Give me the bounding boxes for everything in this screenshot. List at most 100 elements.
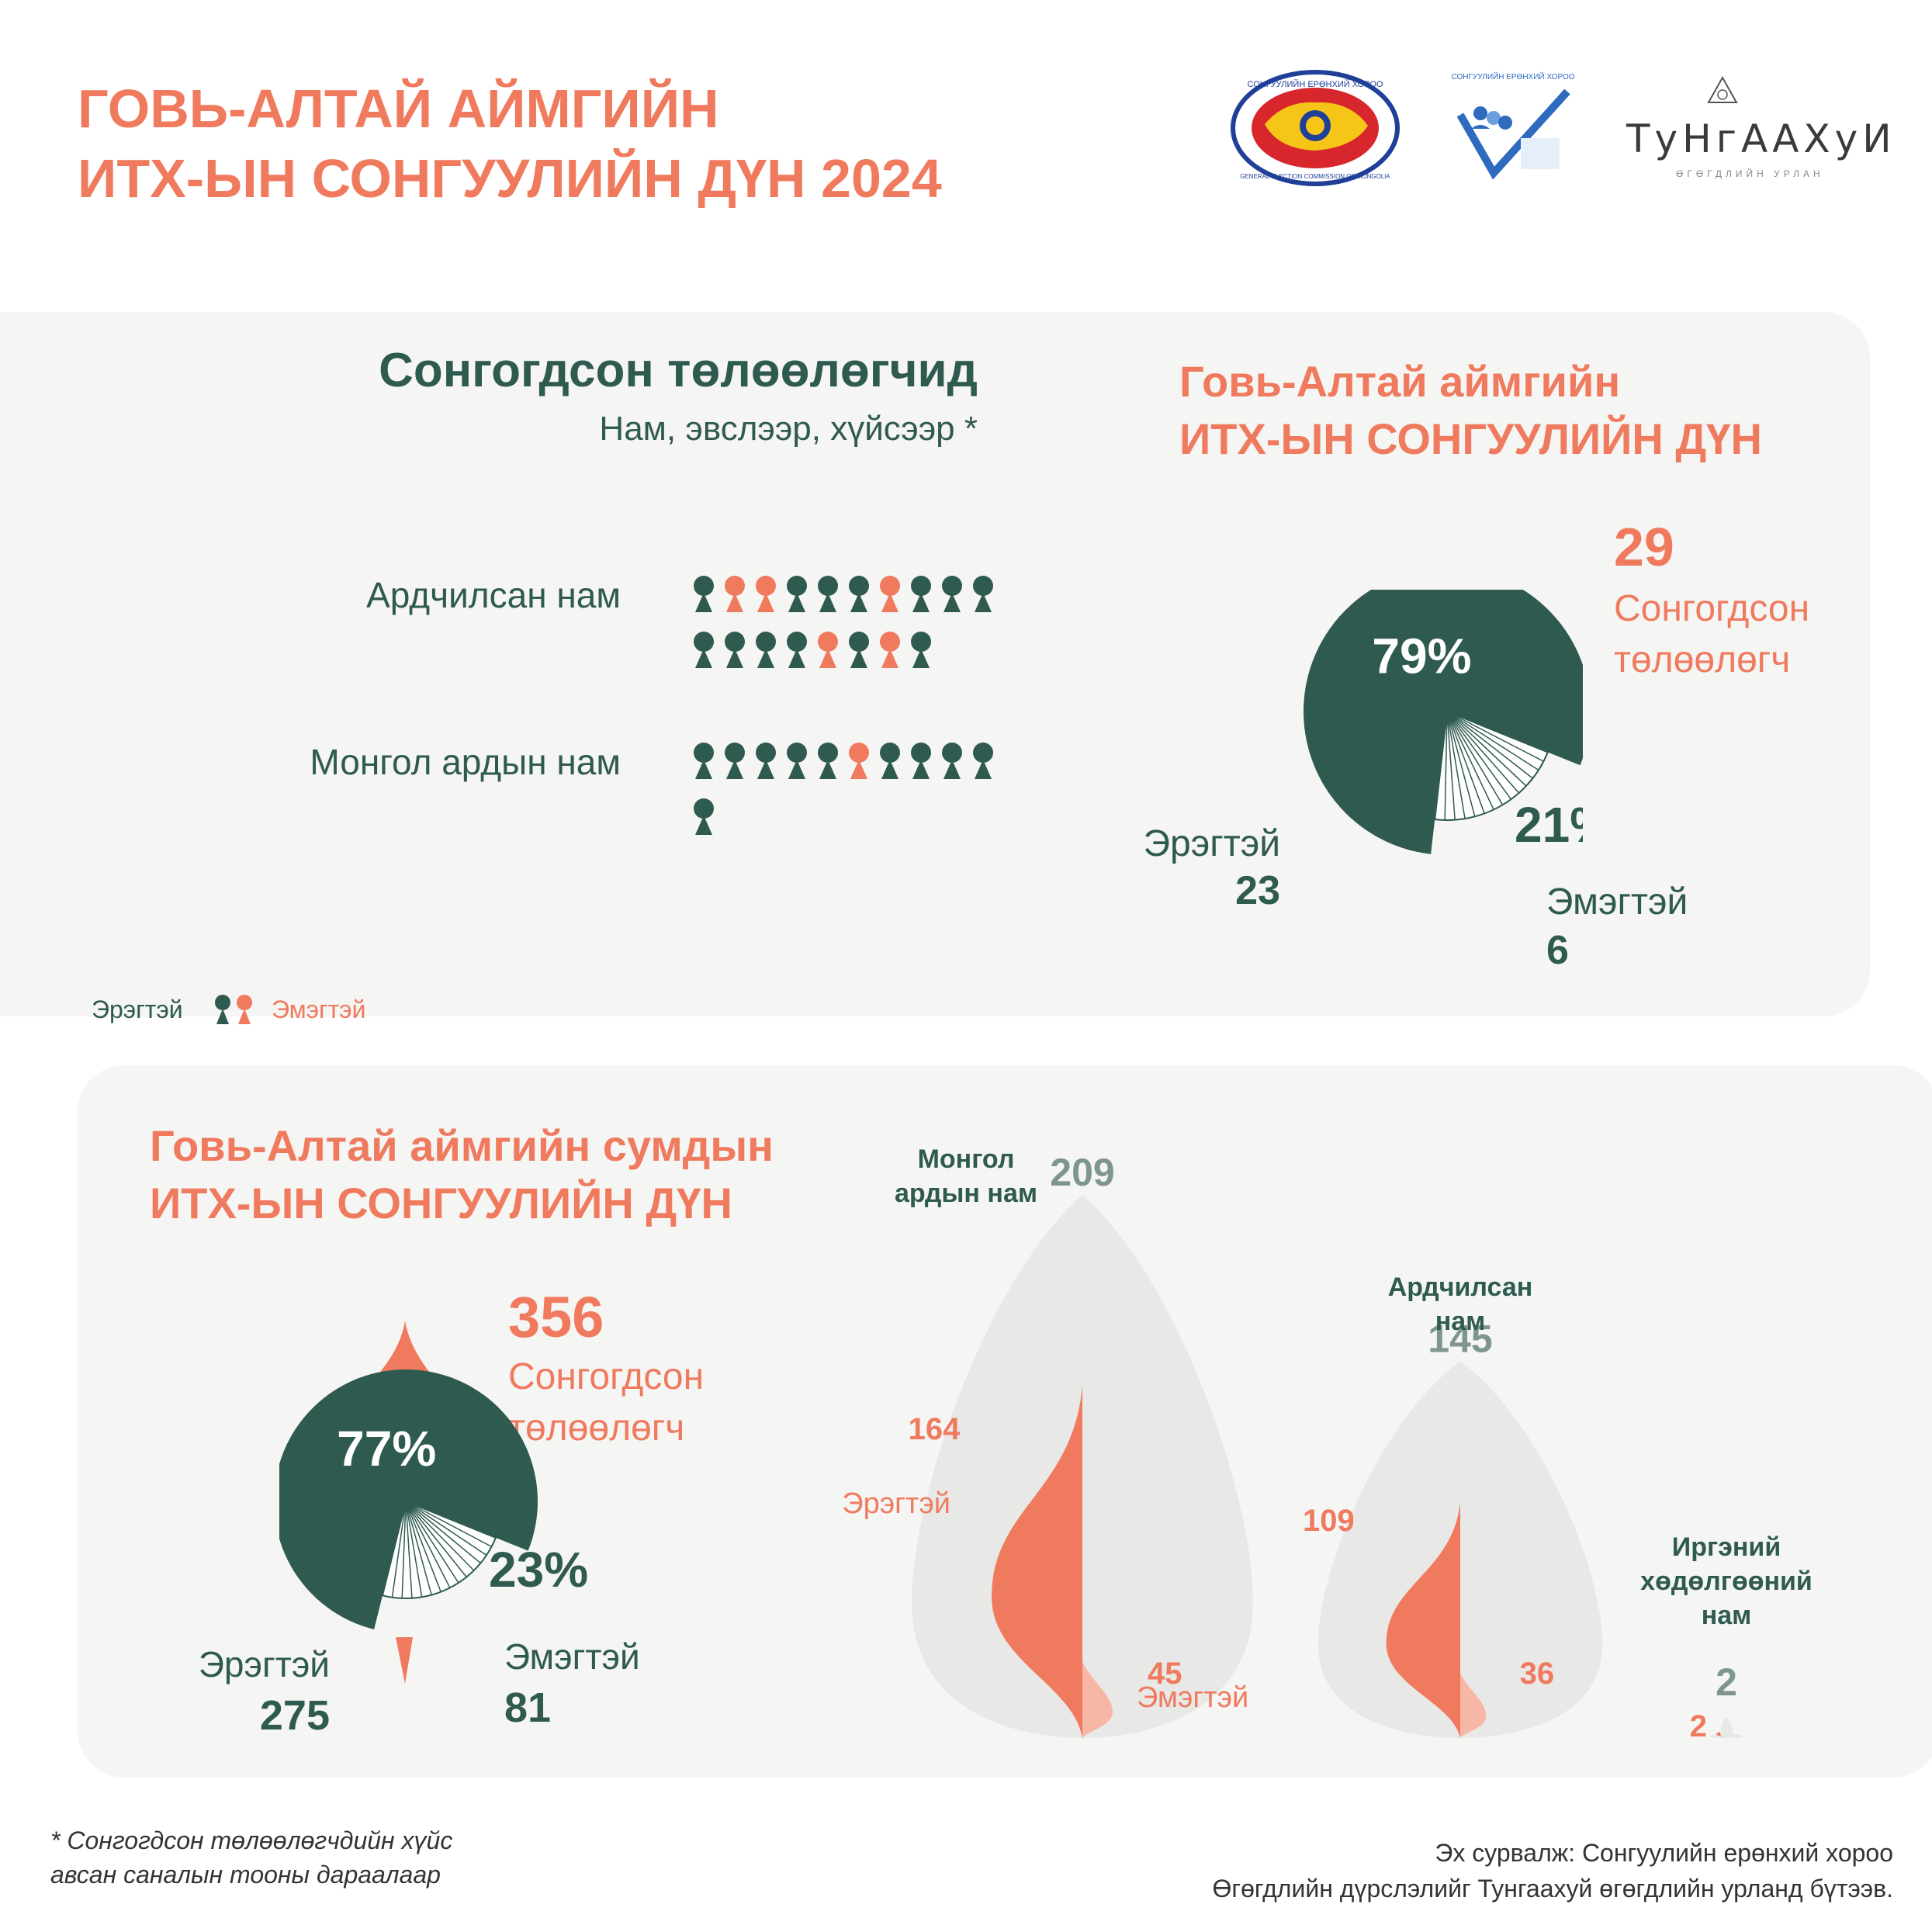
female-person-icon (818, 632, 838, 668)
footnote-line1: * Сонгогдсон төлөөлөгчдийн хүйс (50, 1826, 453, 1854)
soum-total-label: Сонгогдсон төлөөлөгч (508, 1352, 704, 1454)
page-title: ГОВЬ-АЛТАЙ АЙМГИЙН ИТХ-ЫН СОНГУУЛИЙН ДҮН… (78, 74, 942, 213)
male-person-icon (818, 576, 838, 612)
total-drop-tail (396, 1637, 413, 1684)
female-person-icon (725, 576, 745, 612)
male-person-icon (215, 995, 230, 1024)
male-person-icon (694, 743, 714, 779)
aimag-title-line1: Говь-Алтай аймгийн (1179, 357, 1621, 406)
source: Эх сурвалж: Сонгуулийн ерөнхий хороо Өгө… (931, 1835, 1893, 1906)
male-person-icon (942, 576, 962, 612)
male-person-icon (880, 743, 900, 779)
aimag-female-count: 6 (1546, 928, 1569, 973)
drop-category-label: нам (1702, 1601, 1752, 1630)
voter-education-checkmark-icon: СОНГУУЛИЙН ЕРӨНХИЙ ХОРОО (1451, 71, 1575, 180)
footnote-line2: авсан саналын тооны дараалаар (50, 1861, 441, 1889)
drop-category-label: хөдөлгөөний (1640, 1567, 1813, 1596)
male-person-icon (849, 576, 869, 612)
general-election-commission-seal-icon: СОНГУУЛИЙН ЕРӨНХИЙ ХОРОО GENERAL ELECTIO… (1231, 70, 1400, 186)
party-drop: 22 Иргэний хөдөлгөөний нам (1640, 1532, 1813, 1743)
tungaakhui-sub: ӨГӨГДЛИЙН УРЛАН (1676, 168, 1824, 179)
aimag-male-count: 23 (1235, 868, 1280, 913)
page-title-line1: ГОВЬ-АЛТАЙ АЙМГИЙН (78, 78, 719, 139)
female-person-icon (880, 632, 900, 668)
party-drop-chart: 209 164 45 Монгол ардын нам 145 109 36 Ардчилсан… (842, 1144, 1813, 1743)
drop-male-shape (992, 1385, 1082, 1738)
legend-female-label: Эмэгтэй (272, 995, 366, 1023)
legend-male-label: Эрэгтэй (92, 995, 183, 1023)
soum-total-label-line2: төлөөлөгч (508, 1407, 685, 1449)
male-person-icon (911, 743, 931, 779)
aimag-title-line2: ИТХ-ЫН СОНГУУЛИЙН ДҮН (1179, 414, 1762, 463)
aimag-total: 29 (1614, 517, 1674, 577)
male-person-icon (849, 632, 869, 668)
drop-small-shape (1720, 1716, 1733, 1738)
page-title-line2: ИТХ-ЫН СОНГУУЛИЙН ДҮН 2024 (78, 148, 942, 209)
male-person-icon (756, 632, 776, 668)
male-person-icon (756, 743, 776, 779)
aimag-male-label: Эрэгтэй (1143, 823, 1280, 864)
voter-education-logo: СОНГУУЛИЙН ЕРӨНХИЙ ХОРОО (1451, 68, 1575, 185)
pie-label-male-pct: 77% (337, 1421, 436, 1477)
drop-male-shape (1386, 1501, 1460, 1738)
male-person-icon (973, 576, 993, 612)
gec-logo-text: СОНГУУЛИЙН ЕРӨНХИЙ ХОРОО (1248, 79, 1383, 89)
drop-category-label: ардын нам (895, 1179, 1037, 1208)
pie-slice-male (1304, 590, 1583, 854)
pie-slice-female (381, 1500, 497, 1599)
party-label-mpp: Монгол ардын нам (310, 742, 621, 782)
male-person-icon (787, 576, 807, 612)
male-person-icon (787, 743, 807, 779)
male-person-icon (725, 632, 745, 668)
male-person-icon (694, 798, 714, 835)
soum-total-label-line1: Сонгогдсон (508, 1356, 705, 1397)
aimag-total-label-line2: төлөөлөгч (1614, 639, 1791, 680)
soum-title-line2: ИТХ-ЫН СОНГУУЛИЙН ДҮН (150, 1179, 732, 1227)
legend-icons (213, 995, 260, 1026)
voter-edu-logo-text: СОНГУУЛИЙН ЕРӨНХИЙ ХОРОО (1451, 71, 1574, 81)
aimag-title: Говь-Алтай аймгийн ИТХ-ЫН СОНГУУЛИЙН ДҮН (1179, 353, 1762, 468)
pie-slice-male (279, 1369, 538, 1630)
drop-category-label: нам (1435, 1307, 1486, 1336)
female-person-icon (237, 995, 252, 1024)
source-line2: Өгөгдлийн дүрслэлийг Тунгаахуй өгөгдлийн… (1212, 1875, 1893, 1903)
elected-subheading: Нам, эвслээр, хүйсээр * (599, 410, 978, 448)
male-person-icon (787, 632, 807, 668)
soum-title: Говь-Алтай аймгийн сумдын ИТХ-ЫН СОНГУУЛ… (150, 1117, 774, 1232)
soum-female-count: 81 (504, 1684, 552, 1731)
male-person-icon (911, 632, 931, 668)
party-drop: 145 109 36 Ардчилсан нам (1303, 1272, 1603, 1738)
aimag-pie-chart: 79% 21% (1304, 590, 1583, 854)
drop-female-value: 36 (1520, 1657, 1555, 1691)
drop-male-value: 164 (909, 1412, 961, 1446)
female-person-icon (756, 576, 776, 612)
male-person-icon (725, 743, 745, 779)
drop-female-shape (1460, 1673, 1487, 1738)
male-person-icon (911, 576, 931, 612)
male-person-icon (818, 743, 838, 779)
aimag-female-label: Эмэгтэй (1546, 881, 1688, 923)
male-person-icon (973, 743, 993, 779)
gec-logo: СОНГУУЛИЙН ЕРӨНХИЙ ХОРОО GENERAL ELECTIO… (1230, 70, 1401, 186)
source-line1: Эх сурвалж: Сонгуулийн ерөнхий хороо (1435, 1839, 1893, 1867)
soum-title-line1: Говь-Алтай аймгийн сумдын (150, 1121, 774, 1170)
drop-category-label: Иргэний (1672, 1532, 1781, 1562)
drop-female-value: 45 (1148, 1657, 1182, 1691)
soum-female-label: Эмэгтэй (504, 1636, 640, 1677)
female-person-icon (849, 743, 869, 779)
male-person-icon (694, 632, 714, 668)
gec-logo-ring-text: GENERAL ELECTION COMMISSION OF MONGOLIA (1240, 173, 1390, 180)
drop-female-shape (1082, 1661, 1113, 1738)
soum-total: 356 (508, 1285, 604, 1349)
party-icons-democratic (693, 576, 1003, 684)
party-icons-mpp (693, 743, 1003, 851)
female-person-icon (880, 576, 900, 612)
soum-male-label: Эрэгтэй (198, 1644, 330, 1684)
party-drop: 209 164 45 Монгол ардын нам (895, 1144, 1253, 1738)
male-person-icon (942, 743, 962, 779)
drop-male-word: Эрэгтэй (842, 1487, 950, 1520)
aimag-total-label-line1: Сонгогдсон (1614, 588, 1810, 629)
drop-category-label: Ардчилсан (1388, 1272, 1533, 1302)
drop-total-label: 209 (1050, 1151, 1114, 1194)
pie-slice-female (1434, 710, 1549, 821)
